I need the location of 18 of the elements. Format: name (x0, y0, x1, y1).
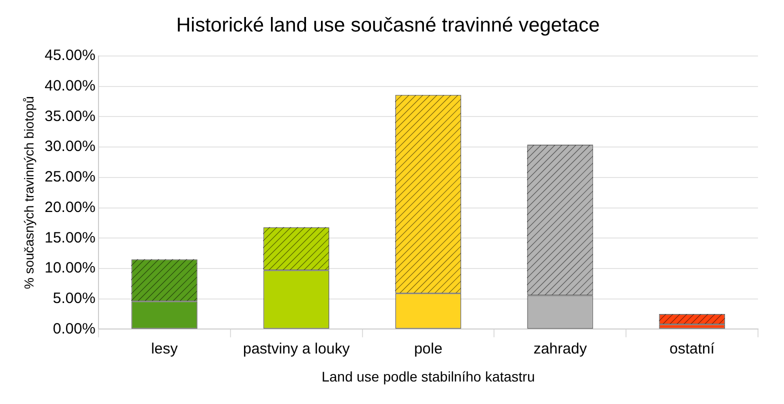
x-tick-label: pole (414, 340, 442, 358)
y-axis-title: % současných travinných biotopů (21, 96, 36, 290)
y-tick-label: 0.00% (52, 320, 96, 338)
y-tick-label: 25.00% (44, 168, 96, 186)
x-axis-title: Land use podle stabilního katastru (322, 368, 535, 384)
y-tick-label: 15.00% (44, 229, 96, 246)
x-tick-label: pastviny a louky (242, 340, 350, 358)
y-tick-label: 40.00% (44, 77, 96, 94)
y-tick-label: 20.00% (44, 198, 96, 216)
y-tick-label: 45.00% (44, 47, 96, 64)
y-tick-label: 5.00% (52, 290, 96, 307)
chart-title: Historické land use současné travinné vegetace (176, 14, 600, 37)
x-tick-label: ostatní (670, 340, 716, 358)
y-tick-label: 35.00% (44, 108, 96, 125)
y-tick-label: 10.00% (44, 260, 96, 277)
y-tick-label: 30.00% (44, 138, 96, 156)
x-tick-label: zahrady (533, 340, 588, 358)
x-tick-label: lesy (151, 340, 178, 358)
